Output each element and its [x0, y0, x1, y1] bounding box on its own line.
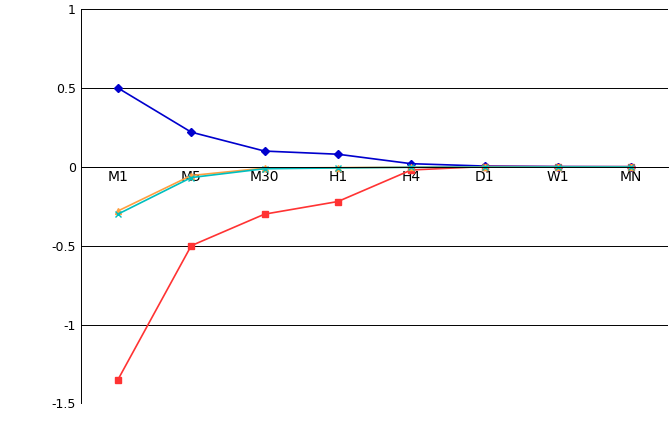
center_upper [627, 164, 635, 169]
upper_boundary [187, 130, 196, 135]
upper_boundary [554, 164, 562, 169]
center_lower [334, 165, 342, 170]
center_upper [261, 165, 269, 170]
center_upper [334, 165, 342, 170]
upper_boundary [480, 164, 489, 169]
center_lower [114, 212, 122, 217]
Line: center_upper: center_upper [114, 163, 634, 215]
lower_boundary [480, 164, 489, 169]
center_lower [554, 165, 562, 170]
center_upper [554, 165, 562, 170]
center_upper [187, 173, 196, 178]
center_upper [114, 209, 122, 214]
lower_boundary [114, 377, 122, 382]
center_lower [627, 165, 635, 170]
upper_boundary [334, 152, 342, 157]
upper_boundary [627, 164, 635, 169]
lower_boundary [334, 199, 342, 204]
Line: upper_boundary: upper_boundary [115, 85, 634, 170]
Line: center_lower: center_lower [114, 164, 634, 218]
lower_boundary [261, 212, 269, 217]
center_lower [261, 166, 269, 171]
lower_boundary [407, 167, 415, 173]
center_lower [187, 175, 196, 180]
lower_boundary [554, 164, 562, 169]
center_upper [480, 165, 489, 170]
upper_boundary [261, 148, 269, 153]
lower_boundary [627, 164, 635, 169]
center_lower [407, 165, 415, 170]
upper_boundary [114, 86, 122, 91]
Line: lower_boundary: lower_boundary [114, 163, 634, 383]
upper_boundary [407, 161, 415, 166]
lower_boundary [187, 243, 196, 248]
center_upper [407, 165, 415, 170]
center_lower [480, 165, 489, 170]
